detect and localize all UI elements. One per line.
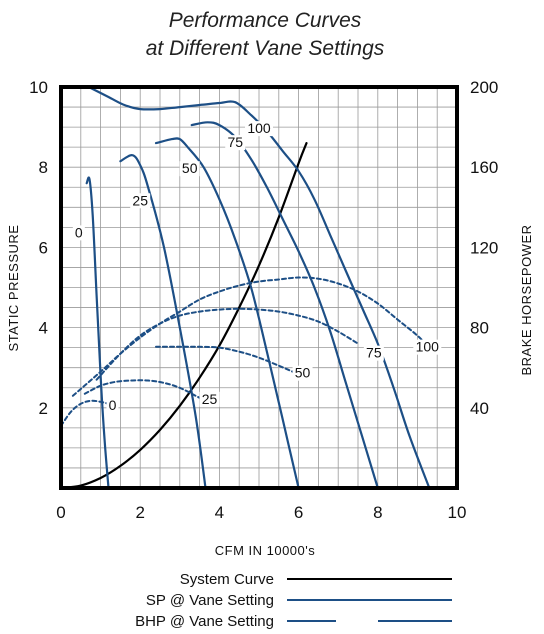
curve-label-bg <box>106 397 119 413</box>
x-tick-label: 0 <box>56 503 65 522</box>
legend-label: SP @ Vane Setting <box>146 592 274 609</box>
legend-label: BHP @ Vane Setting <box>135 613 274 630</box>
y-axis-label: STATIC PRESSURE <box>6 225 21 352</box>
chart-title-line-2: at Different Vane Settings <box>146 37 385 60</box>
curve-label-bg <box>245 121 273 137</box>
axis-ticks: 0 2 4 6 8 10 2 4 6 8 10 40 80 120 160 200 <box>29 78 498 522</box>
curve-label-bg <box>225 135 246 151</box>
legend: System Curve SP @ Vane Setting BHP @ Vane … <box>135 571 452 630</box>
y2-tick-label: 160 <box>470 158 498 177</box>
bhp-curve-75 <box>95 307 359 381</box>
sp-curve-75 <box>190 121 379 490</box>
curve-label-bg <box>199 391 220 407</box>
curve-label: 0 <box>109 397 117 413</box>
y-tick-label: 4 <box>39 319 48 338</box>
curve-label: 75 <box>227 134 243 150</box>
curve-label-bg <box>179 161 200 177</box>
curve-label-bg <box>363 345 384 361</box>
y-tick-label: 6 <box>39 238 48 257</box>
legend-label: System Curve <box>180 571 274 588</box>
grid-lines <box>61 87 457 488</box>
y-tick-label: 10 <box>29 78 48 97</box>
x-tick-label: 8 <box>373 503 382 522</box>
y2-tick-label: 40 <box>470 399 489 418</box>
x-tick-label: 4 <box>215 503 224 522</box>
x-axis-label: CFM IN 10000's <box>215 543 316 558</box>
x-tick-label: 2 <box>135 503 144 522</box>
curve-label: 25 <box>132 192 148 208</box>
curve-label: 75 <box>366 345 382 361</box>
curve-label-bg <box>292 365 313 381</box>
sp-curve-0 <box>85 176 110 490</box>
plot-frame <box>59 85 459 490</box>
bhp-curve-25 <box>83 379 209 403</box>
curve-label-bg <box>413 339 442 355</box>
chart-title-line-1: Performance Curves <box>169 9 362 32</box>
y2-axis-label: BRAKE HORSEPOWER <box>519 224 534 375</box>
y-tick-label: 8 <box>39 158 48 177</box>
curve-label: 100 <box>247 120 271 136</box>
y2-tick-label: 200 <box>470 78 498 97</box>
bhp-curve-100 <box>71 276 431 397</box>
y2-tick-label: 120 <box>470 238 498 257</box>
bhp-curve-50 <box>155 345 294 373</box>
x-tick-label: 10 <box>448 503 467 522</box>
y-tick-label: 2 <box>39 399 48 418</box>
curve-label: 50 <box>295 365 311 381</box>
curve-label: 100 <box>416 339 440 355</box>
curve-label-bg <box>130 193 151 209</box>
bhp-curve-0 <box>60 399 110 427</box>
series-group <box>59 85 431 490</box>
sp-curve-50 <box>154 137 300 490</box>
curve-label-bg <box>72 225 85 241</box>
y2-tick-label: 80 <box>470 319 489 338</box>
curve-label: 0 <box>75 224 83 240</box>
x-tick-label: 6 <box>294 503 303 522</box>
curve-label: 50 <box>182 160 198 176</box>
curve-label: 25 <box>202 391 218 407</box>
sp-curve-25 <box>119 154 207 490</box>
